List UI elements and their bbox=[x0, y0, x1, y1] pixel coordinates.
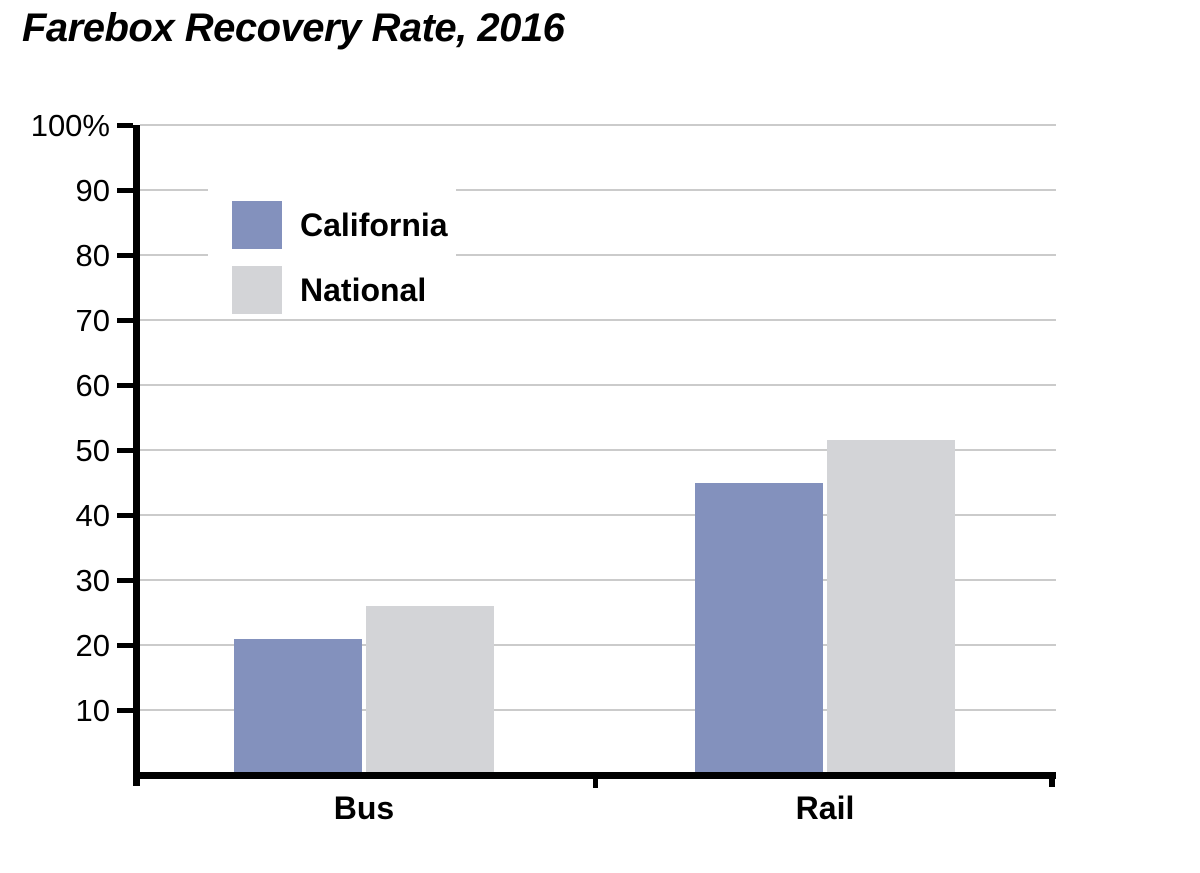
y-axis-tick-label-90: 90 bbox=[75, 173, 110, 208]
y-axis-tick-100 bbox=[117, 123, 133, 128]
legend-swatch-california bbox=[232, 201, 282, 249]
y-axis-tick-60 bbox=[117, 383, 133, 388]
legend-label-national: National bbox=[300, 271, 427, 308]
y-axis-tick-30 bbox=[117, 578, 133, 583]
y-axis-tick-label-80: 80 bbox=[75, 238, 110, 273]
chart-title: Farebox Recovery Rate, 2016 bbox=[22, 6, 565, 50]
y-axis-tick-90 bbox=[117, 188, 133, 193]
y-axis-tick-label-30: 30 bbox=[75, 563, 110, 598]
x-axis-divider-tick bbox=[593, 772, 598, 788]
y-axis-tick-label-100: 100% bbox=[30, 108, 110, 143]
y-axis-tick-40 bbox=[117, 513, 133, 518]
bar-bus-california bbox=[234, 638, 362, 775]
y-axis-tick-80 bbox=[117, 253, 133, 258]
x-axis-end-tick bbox=[1049, 772, 1055, 787]
gridline-20 bbox=[140, 644, 1056, 646]
y-axis-tick-10 bbox=[117, 708, 133, 713]
gridline-50 bbox=[140, 449, 1056, 451]
bar-rail-national bbox=[827, 440, 955, 775]
legend-label-california: California bbox=[300, 206, 448, 243]
gridline-90 bbox=[140, 189, 1056, 191]
gridline-70 bbox=[140, 319, 1056, 321]
legend-item-national: National bbox=[232, 266, 426, 314]
x-axis-label-rail: Rail bbox=[795, 790, 855, 826]
legend: California National bbox=[208, 186, 456, 318]
y-axis-tick-label-20: 20 bbox=[75, 628, 110, 663]
y-axis-tick-label-10: 10 bbox=[75, 693, 110, 728]
y-axis-tick-label-50: 50 bbox=[75, 433, 110, 468]
y-axis-tick-20 bbox=[117, 643, 133, 648]
y-axis-tick-50 bbox=[117, 448, 133, 453]
y-axis-tick-label-60: 60 bbox=[75, 368, 110, 403]
gridline-40 bbox=[140, 514, 1056, 516]
y-axis-tick-label-40: 40 bbox=[75, 498, 110, 533]
gridline-100 bbox=[140, 124, 1056, 126]
y-axis-line bbox=[133, 125, 140, 786]
gridline-10 bbox=[140, 709, 1056, 711]
y-axis-tick-label-70: 70 bbox=[75, 303, 110, 338]
gridline-30 bbox=[140, 579, 1056, 581]
bar-bus-national bbox=[366, 606, 494, 775]
y-axis-tick-70 bbox=[117, 318, 133, 323]
gridline-80 bbox=[140, 254, 1056, 256]
legend-item-california: California bbox=[232, 201, 448, 249]
gridline-60 bbox=[140, 384, 1056, 386]
bar-rail-california bbox=[695, 482, 823, 775]
legend-swatch-national bbox=[232, 266, 282, 314]
x-axis-label-bus: Bus bbox=[333, 790, 395, 826]
